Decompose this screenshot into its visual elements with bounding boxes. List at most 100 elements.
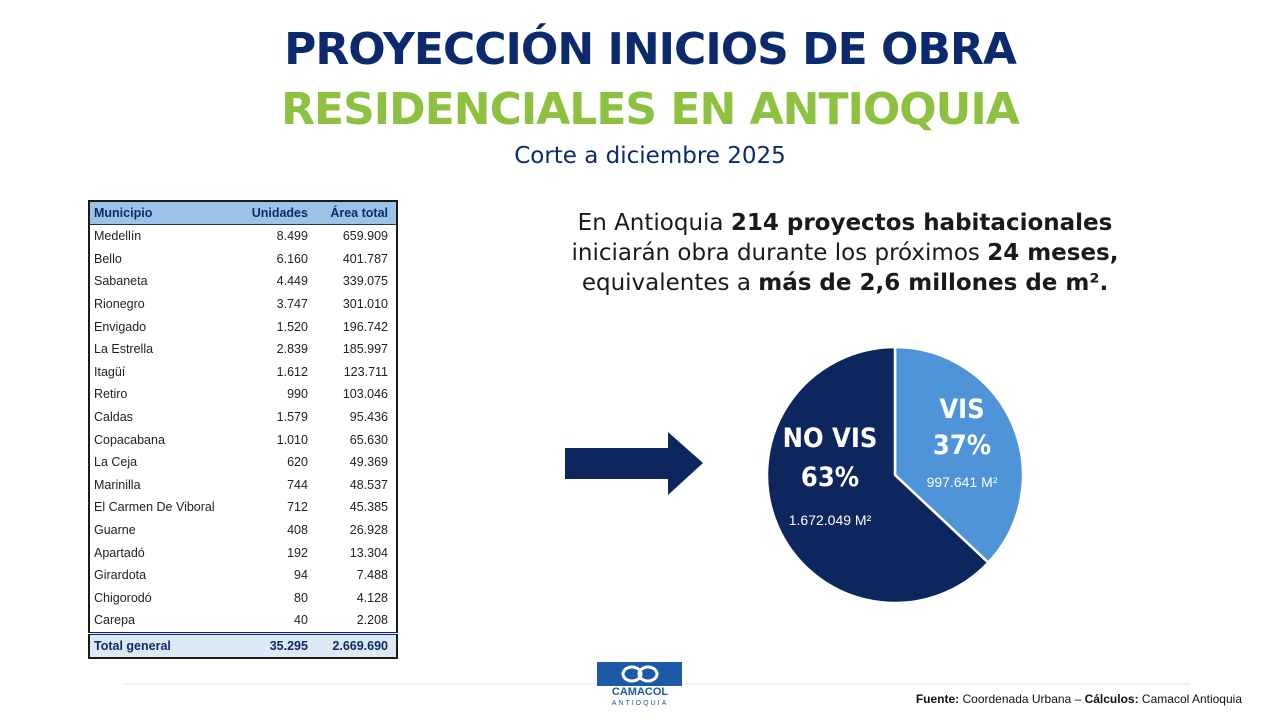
table-cell: 339.075: [342, 274, 388, 289]
logo-mark: [637, 665, 659, 683]
table-cell: 3.747: [276, 297, 308, 312]
arrow: [565, 432, 703, 495]
table-cell: 1.520: [276, 319, 308, 334]
column-header: Unidades: [237, 201, 316, 225]
table-row: Envigado 1.520 196.742: [89, 315, 397, 338]
logo-name: CAMACOL: [612, 686, 668, 698]
statement-text: En Antioquia: [577, 210, 731, 236]
title: RESIDENCIALES EN ANTIOQUIA: [281, 84, 1020, 135]
table-cell: Marinilla: [94, 477, 141, 492]
column-header: Área total: [315, 201, 397, 225]
header-row: Municipio Unidades Área total: [89, 201, 397, 225]
slice-annotation: 1.672.049 M²: [789, 512, 872, 528]
table-cell: 65.630: [349, 432, 388, 447]
slice-annotation: 997.641 M²: [927, 474, 998, 490]
table-cell: 103.046: [342, 387, 388, 402]
logo-mark: [621, 665, 643, 683]
table-row: Caldas 1.579 95.436: [89, 406, 397, 429]
table-row: Copacabana 1.010 65.630: [89, 428, 397, 451]
table-row: Bello 6.160 401.787: [89, 248, 397, 271]
table-cell: Girardota: [94, 568, 147, 583]
table-cell: 1.010: [276, 432, 308, 447]
table-cell: 6.160: [276, 251, 308, 266]
table-cell: 4.449: [276, 274, 308, 289]
table-cell: 196.742: [342, 319, 388, 334]
table-row: Apartadó 192 13.304: [89, 541, 397, 564]
slice-label: NO VIS: [783, 423, 878, 454]
table-cell: Sabaneta: [94, 274, 148, 289]
table-row: Sabaneta 4.449 339.075: [89, 270, 397, 293]
table-cell: 40: [294, 613, 308, 628]
table-cell: Medellín: [94, 229, 142, 244]
pie-slice: [765, 345, 991, 605]
table-row: Chigorodó 80 4.128: [89, 587, 397, 610]
title: PROYECCIÓN INICIOS DE OBRA: [284, 24, 1017, 75]
logo-sub: ANTIOQUIA: [612, 700, 669, 707]
pie-chart: VIS 37% 997.641 M² NO VIS 63% 1.672.049 M²: [765, 345, 1025, 605]
table-cell: Retiro: [94, 387, 128, 402]
table-cell: 2.839: [276, 342, 308, 357]
table-cell: 185.997: [342, 342, 388, 357]
table-cell: 48.537: [349, 477, 388, 492]
table-cell: La Ceja: [94, 455, 138, 470]
table-row: Medellín 8.499 659.909: [89, 225, 397, 248]
table-cell: 1.612: [276, 364, 308, 379]
table-cell: 712: [287, 500, 308, 515]
table-cell: 49.369: [349, 455, 388, 470]
table-cell: El Carmen De Viboral: [94, 500, 215, 515]
table-row: El Carmen De Viboral 712 45.385: [89, 496, 397, 519]
table-cell: Copacabana: [94, 432, 165, 447]
table-cell: 95.436: [349, 410, 388, 425]
slice-label: VIS: [939, 394, 984, 425]
table-cell: Rionegro: [94, 297, 145, 312]
statement-text: 214 proyectos habitacionales: [730, 210, 1113, 236]
table-cell: 13.304: [349, 545, 388, 560]
statement-line: iniciarán obra durante los próximos 24 m…: [520, 238, 1170, 268]
slice-value-label: 37%: [933, 430, 991, 461]
source-text: Cálculos:: [1084, 692, 1139, 706]
table-cell: 192: [287, 545, 308, 560]
table-cell: Caldas: [94, 410, 133, 425]
statement-line: En Antioquia 214 proyectos habitacionale…: [520, 208, 1170, 238]
table-row: Itagüí 1.612 123.711: [89, 361, 397, 384]
table-row: Guarne 408 26.928: [89, 519, 397, 542]
total-cell: 35.295: [237, 631, 316, 659]
table-cell: 620: [287, 455, 308, 470]
total-cell: 2.669.690: [315, 631, 397, 659]
statement: En Antioquia 214 proyectos habitacionale…: [520, 208, 1170, 298]
table-cell: 744: [287, 477, 308, 492]
table-cell: 408: [287, 523, 308, 538]
statement-text: iniciarán obra durante los próximos: [571, 240, 988, 266]
column-header: Municipio: [89, 201, 238, 225]
source-text: Camacol Antioquia: [1138, 692, 1242, 706]
statement-text: 24 meses,: [987, 240, 1119, 266]
table-cell: 401.787: [342, 251, 388, 266]
table-cell: 26.928: [349, 523, 388, 538]
table-cell: Envigado: [94, 319, 147, 334]
total-row: Total general 35.295 2.669.690: [89, 631, 397, 659]
source-text: Coordenada Urbana –: [959, 692, 1085, 706]
table-cell: 990: [287, 387, 308, 402]
table-cell: 1.579: [276, 410, 308, 425]
table-row: La Ceja 620 49.369: [89, 451, 397, 474]
pie-slice: [893, 345, 1025, 565]
source-text: Fuente:: [915, 692, 960, 706]
statement-text: más de 2,6 millones de m².: [758, 270, 1109, 296]
slice-value-label: 63%: [801, 462, 859, 493]
total-cell: Total general: [89, 631, 238, 659]
table-cell: 45.385: [349, 500, 388, 515]
table-cell: 8.499: [276, 229, 308, 244]
table-cell: La Estrella: [94, 342, 154, 357]
table-row: Marinilla 744 48.537: [89, 474, 397, 497]
source: Fuente: Coordenada Urbana – Cálculos: Ca…: [916, 692, 1242, 706]
table-cell: Itagüí: [94, 364, 126, 379]
table-cell: Chigorodó: [94, 590, 152, 605]
table-cell: Apartadó: [94, 545, 145, 560]
table-cell: 94: [294, 568, 308, 583]
table-row: La Estrella 2.839 185.997: [89, 338, 397, 361]
statement-line: equivalentes a más de 2,6 millones de m²…: [520, 268, 1170, 298]
table-cell: 2.208: [356, 613, 388, 628]
subtitle: Corte a diciembre 2025: [514, 143, 786, 169]
